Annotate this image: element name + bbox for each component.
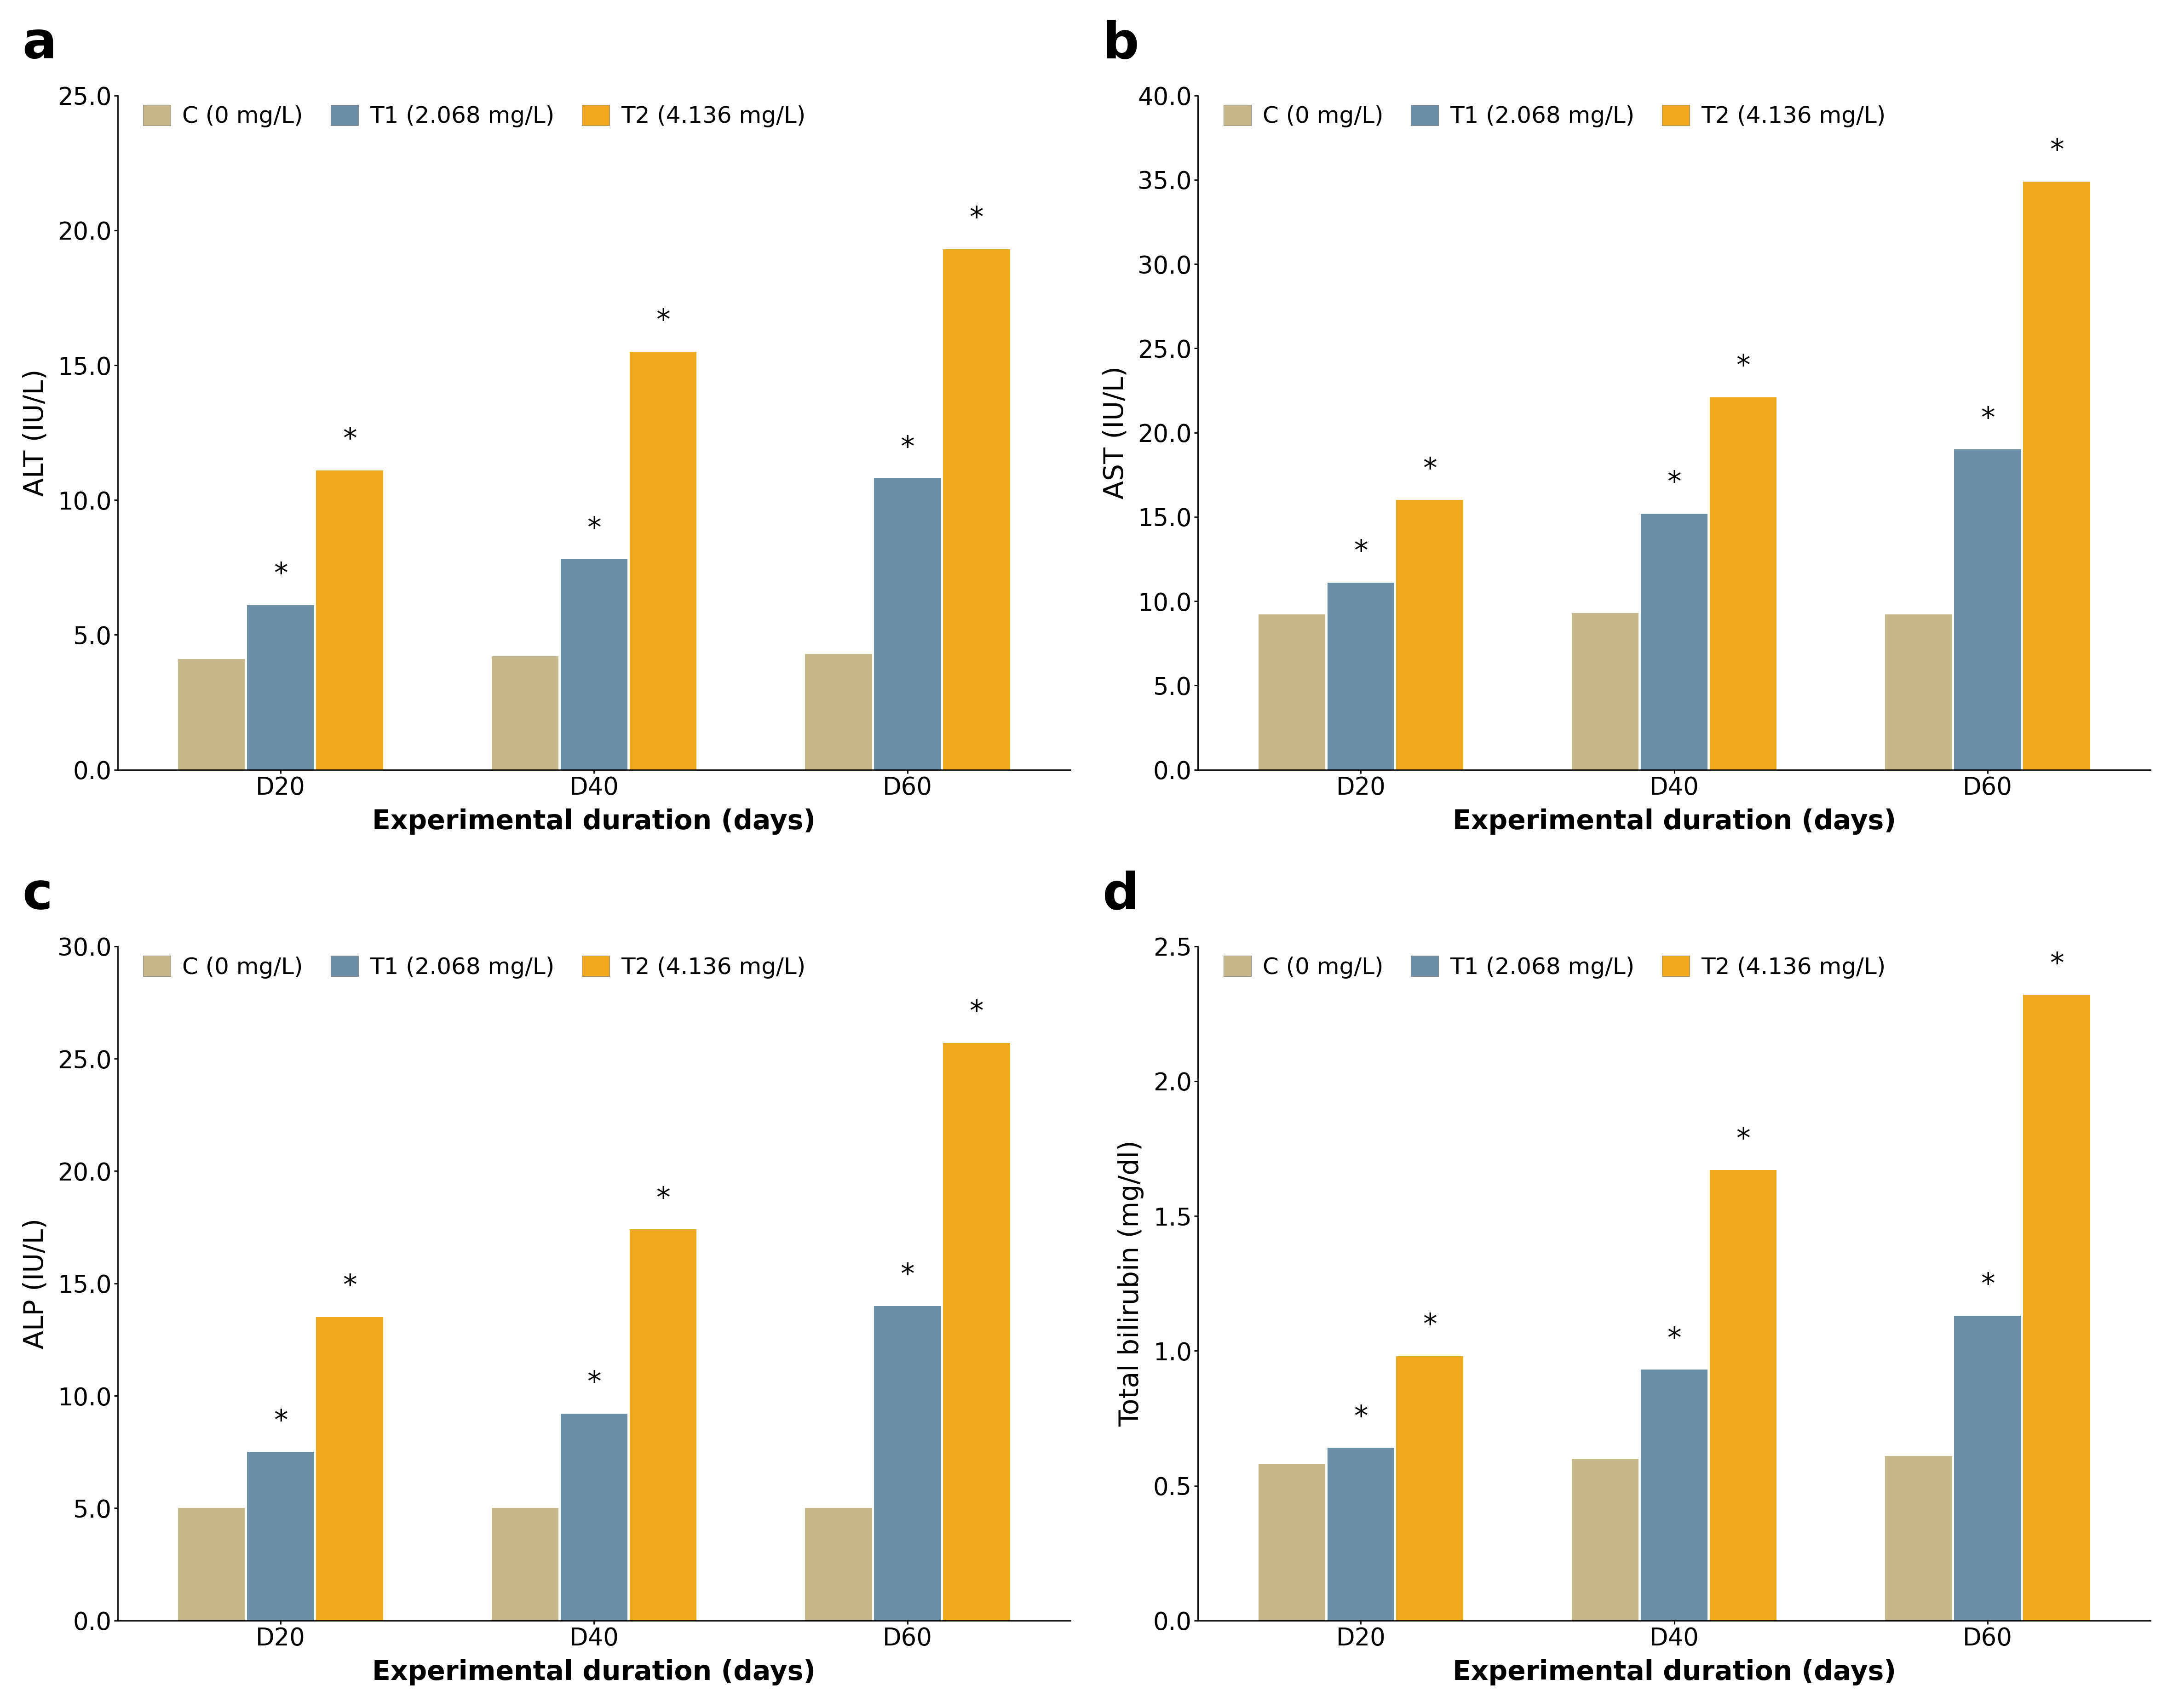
Bar xyxy=(1641,514,1708,770)
Text: *: * xyxy=(656,1185,669,1213)
Text: *: * xyxy=(969,205,984,232)
Bar xyxy=(806,1508,871,1621)
Legend: C (0 mg/L), T1 (2.068 mg/L), T2 (4.136 mg/L): C (0 mg/L), T1 (2.068 mg/L), T2 (4.136 m… xyxy=(1219,951,1891,984)
Bar xyxy=(248,1452,315,1621)
Bar xyxy=(561,559,628,770)
Text: *: * xyxy=(1736,1126,1749,1153)
Bar xyxy=(943,1044,1010,1621)
Text: *: * xyxy=(2049,137,2064,164)
Bar xyxy=(491,1508,558,1621)
Bar xyxy=(630,352,698,770)
Text: c: c xyxy=(22,869,52,919)
Bar xyxy=(1258,615,1326,770)
Text: *: * xyxy=(1423,456,1436,483)
X-axis label: Experimental duration (days): Experimental duration (days) xyxy=(372,1660,815,1686)
Bar xyxy=(1397,500,1462,770)
Bar xyxy=(1886,1455,1951,1621)
Bar xyxy=(1710,398,1778,770)
Text: a: a xyxy=(22,19,56,68)
Bar xyxy=(315,470,382,770)
Text: *: * xyxy=(1354,1404,1367,1431)
Bar xyxy=(874,478,941,770)
Bar xyxy=(1641,1370,1708,1621)
Y-axis label: AST (IU/L): AST (IU/L) xyxy=(1102,366,1128,499)
Legend: C (0 mg/L), T1 (2.068 mg/L), T2 (4.136 mg/L): C (0 mg/L), T1 (2.068 mg/L), T2 (4.136 m… xyxy=(139,951,811,984)
Text: *: * xyxy=(343,427,356,454)
Bar xyxy=(2023,181,2090,770)
Bar xyxy=(1571,1459,1638,1621)
Bar xyxy=(248,605,315,770)
Y-axis label: ALP (IU/L): ALP (IU/L) xyxy=(22,1218,48,1349)
Bar xyxy=(1328,1448,1395,1621)
X-axis label: Experimental duration (days): Experimental duration (days) xyxy=(1452,1660,1897,1686)
Text: *: * xyxy=(274,1407,287,1435)
Bar xyxy=(1954,1315,2021,1621)
Text: *: * xyxy=(343,1272,356,1300)
Y-axis label: ALT (IU/L): ALT (IU/L) xyxy=(22,369,48,495)
Bar xyxy=(1258,1464,1326,1621)
Bar xyxy=(1571,613,1638,770)
Text: *: * xyxy=(274,562,287,588)
Bar xyxy=(315,1317,382,1621)
Text: b: b xyxy=(1102,19,1139,68)
Bar xyxy=(630,1230,698,1621)
Text: *: * xyxy=(900,1262,915,1290)
Y-axis label: Total bilirubin (mg/dl): Total bilirubin (mg/dl) xyxy=(1117,1141,1145,1426)
Text: *: * xyxy=(2049,951,2064,979)
Legend: C (0 mg/L), T1 (2.068 mg/L), T2 (4.136 mg/L): C (0 mg/L), T1 (2.068 mg/L), T2 (4.136 m… xyxy=(139,101,811,132)
Text: *: * xyxy=(1354,538,1367,565)
Bar xyxy=(943,249,1010,770)
Text: *: * xyxy=(1980,1272,1995,1298)
Text: *: * xyxy=(587,516,602,543)
Text: *: * xyxy=(656,307,669,335)
Bar xyxy=(1954,449,2021,770)
Text: *: * xyxy=(969,999,984,1027)
X-axis label: Experimental duration (days): Experimental duration (days) xyxy=(1452,808,1897,835)
Text: *: * xyxy=(587,1370,602,1397)
Text: *: * xyxy=(900,434,915,461)
Text: d: d xyxy=(1102,869,1139,919)
X-axis label: Experimental duration (days): Experimental duration (days) xyxy=(372,808,815,835)
Text: *: * xyxy=(1423,1312,1436,1339)
Bar xyxy=(806,654,871,770)
Text: *: * xyxy=(1667,1325,1682,1353)
Bar xyxy=(491,656,558,770)
Bar xyxy=(1397,1356,1462,1621)
Bar xyxy=(1710,1170,1778,1621)
Bar xyxy=(1886,615,1951,770)
Bar xyxy=(561,1414,628,1621)
Bar xyxy=(1328,582,1395,770)
Bar xyxy=(178,659,246,770)
Bar xyxy=(2023,994,2090,1621)
Legend: C (0 mg/L), T1 (2.068 mg/L), T2 (4.136 mg/L): C (0 mg/L), T1 (2.068 mg/L), T2 (4.136 m… xyxy=(1219,101,1891,132)
Text: *: * xyxy=(1667,470,1682,497)
Text: *: * xyxy=(1736,354,1749,381)
Bar xyxy=(874,1307,941,1621)
Text: *: * xyxy=(1980,405,1995,432)
Bar xyxy=(178,1508,246,1621)
